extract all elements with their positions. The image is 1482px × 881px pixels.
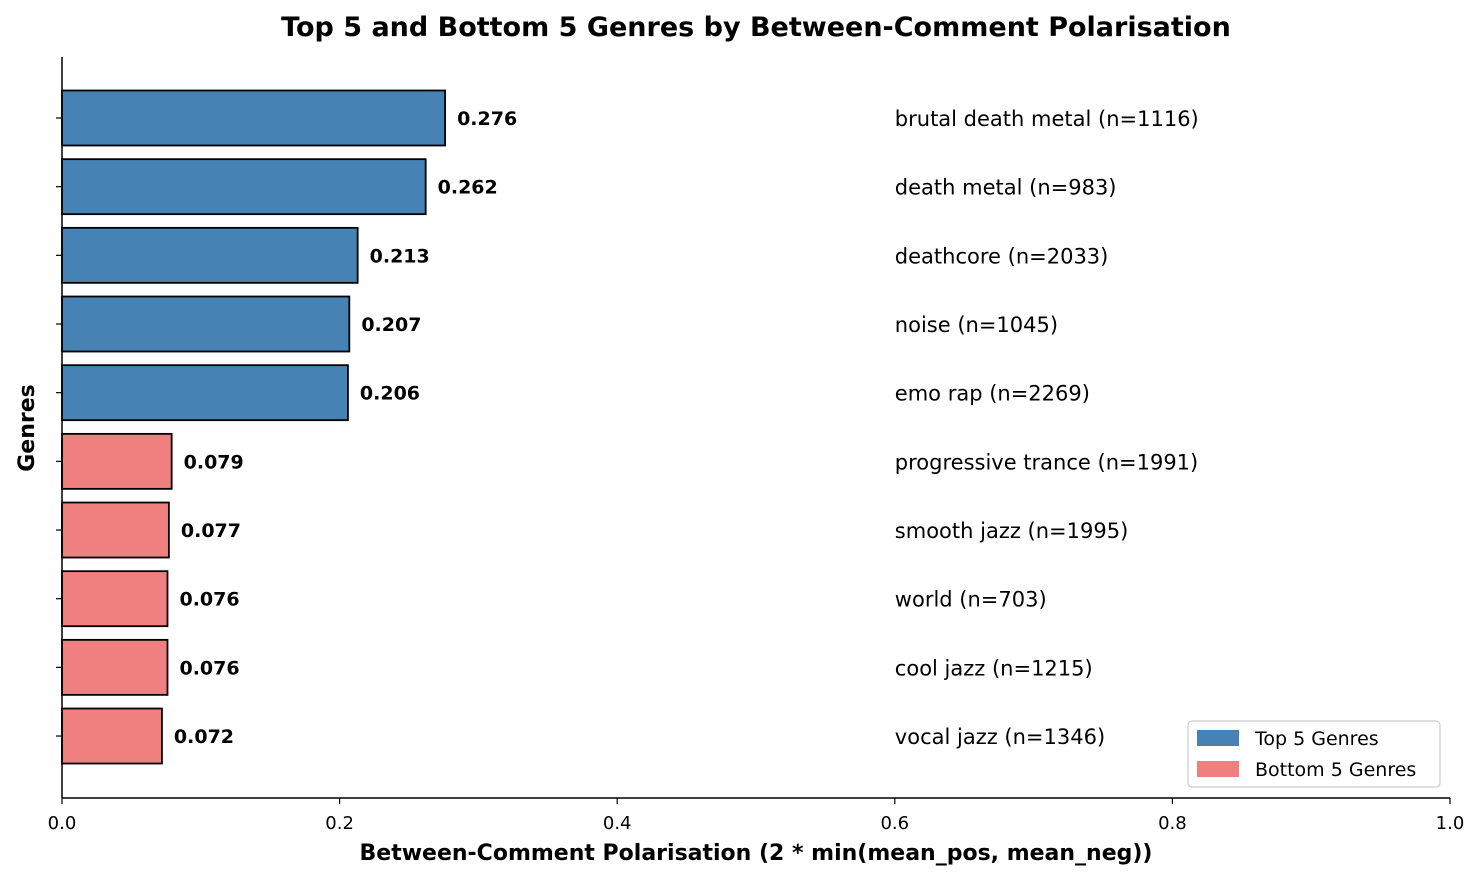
bar-top-3 xyxy=(61,226,359,284)
chart-title: Top 5 and Bottom 5 Genres by Between-Com… xyxy=(281,12,1231,43)
legend: Top 5 Genres Bottom 5 Genres xyxy=(1187,720,1441,788)
bar-bottom-1 xyxy=(61,432,173,490)
genre-label: noise (n=1045) xyxy=(895,313,1058,337)
bar-bottom-5 xyxy=(61,707,163,765)
y-axis-label: Genres xyxy=(15,384,40,472)
genre-label: cool jazz (n=1215) xyxy=(895,656,1093,680)
bars-layer: 0.276 brutal death metal (n=1116) 0.262 dea… xyxy=(61,89,1199,765)
axes-layer: 0.0 0.2 0.4 0.6 0.8 1.0 xyxy=(48,57,1465,834)
bar-value-label: 0.262 xyxy=(438,177,498,199)
genre-label: smooth jazz (n=1995) xyxy=(895,519,1128,543)
bar-top-5 xyxy=(61,364,349,422)
bar-bottom-4 xyxy=(61,638,169,696)
x-tick-label: 1.0 xyxy=(1436,813,1465,834)
bar-value-label: 0.213 xyxy=(370,245,430,267)
bar-value-label: 0.072 xyxy=(174,726,234,748)
bar-value-label: 0.276 xyxy=(457,108,517,130)
bar-value-label: 0.076 xyxy=(179,589,239,611)
x-tick-label: 0.0 xyxy=(48,813,77,834)
x-tick-label: 0.8 xyxy=(1158,813,1187,834)
x-tick-label: 0.2 xyxy=(325,813,354,834)
genre-label: brutal death metal (n=1116) xyxy=(895,107,1199,131)
bar-value-label: 0.076 xyxy=(179,657,239,679)
legend-box xyxy=(1187,720,1441,788)
bar-value-label: 0.079 xyxy=(184,451,244,473)
bar-value-label: 0.207 xyxy=(361,314,421,336)
legend-entry-label: Top 5 Genres xyxy=(1254,728,1379,750)
genre-label: death metal (n=983) xyxy=(895,176,1117,200)
genre-label: vocal jazz (n=1346) xyxy=(895,725,1105,749)
legend-swatch xyxy=(1197,761,1239,777)
bar-bottom-3 xyxy=(61,570,169,628)
legend-swatch xyxy=(1197,730,1239,746)
bar-top-4 xyxy=(61,295,351,353)
legend-entry-label: Bottom 5 Genres xyxy=(1255,759,1416,781)
genre-label: emo rap (n=2269) xyxy=(895,382,1090,406)
bar-bottom-2 xyxy=(61,501,170,559)
bar-top-2 xyxy=(61,158,427,216)
genre-label: deathcore (n=2033) xyxy=(895,244,1109,268)
genre-label: progressive trance (n=1991) xyxy=(895,450,1198,474)
x-axis-label: Between-Comment Polarisation (2 * min(me… xyxy=(360,841,1153,866)
x-tick-label: 0.4 xyxy=(603,813,632,834)
bar-value-label: 0.206 xyxy=(360,383,420,405)
x-tick-label: 0.6 xyxy=(880,813,909,834)
genre-label: world (n=703) xyxy=(895,588,1047,612)
bar-value-label: 0.077 xyxy=(181,520,241,542)
bar-top-1 xyxy=(61,89,446,147)
